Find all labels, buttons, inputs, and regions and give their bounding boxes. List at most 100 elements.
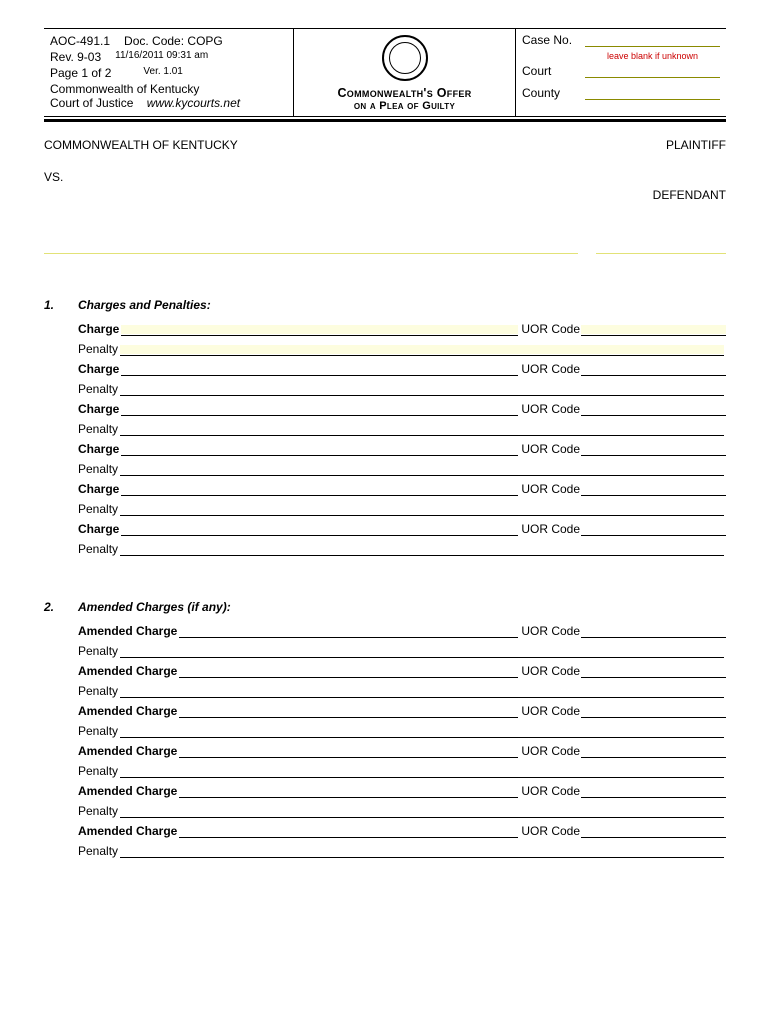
plaintiff-name: COMMONWEALTH OF KENTUCKY	[44, 138, 238, 152]
uor-code-field[interactable]	[581, 785, 726, 798]
charge-label: Charge	[78, 322, 119, 336]
charge-row: Charge UOR Code	[78, 522, 726, 536]
org-line-1: Commonwealth of Kentucky	[50, 82, 287, 96]
seal-icon	[382, 35, 428, 81]
county-label: County	[522, 86, 577, 100]
uor-code-field[interactable]	[581, 625, 726, 638]
penalty-field[interactable]	[120, 343, 724, 356]
charge-row: Charge UOR Code	[78, 362, 726, 376]
charge-field[interactable]	[179, 625, 518, 638]
case-no-field[interactable]	[585, 34, 720, 47]
penalty-label: Penalty	[78, 382, 118, 396]
doc-code: Doc. Code: COPG	[124, 33, 223, 49]
uor-code-field[interactable]	[581, 705, 726, 718]
penalty-field[interactable]	[120, 463, 724, 476]
penalty-row: Penalty	[78, 844, 726, 858]
defendant-name-lines	[44, 242, 726, 254]
charge-field[interactable]	[179, 745, 518, 758]
case-no-hint: leave blank if unknown	[585, 51, 720, 61]
penalty-field[interactable]	[120, 725, 724, 738]
charge-field[interactable]	[179, 705, 518, 718]
charge-field[interactable]	[121, 443, 518, 456]
uor-code-field[interactable]	[581, 523, 726, 536]
penalty-label: Penalty	[78, 422, 118, 436]
uor-code-field[interactable]	[581, 403, 726, 416]
charge-field[interactable]	[179, 825, 518, 838]
uor-code-label: UOR Code	[520, 522, 581, 536]
parties-block: COMMONWEALTH OF KENTUCKY PLAINTIFF VS. D…	[44, 138, 726, 202]
penalty-field[interactable]	[120, 845, 724, 858]
penalty-field[interactable]	[120, 503, 724, 516]
penalty-field[interactable]	[120, 645, 724, 658]
defendant-role: DEFENDANT	[653, 188, 726, 202]
charge-field[interactable]	[179, 785, 518, 798]
penalty-row: Penalty	[78, 422, 726, 436]
charge-field[interactable]	[121, 403, 518, 416]
section-1-number: 1.	[44, 298, 78, 312]
datetime: 11/16/2011 09:31 am	[115, 49, 208, 65]
penalty-field[interactable]	[120, 423, 724, 436]
revision: Rev. 9-03	[50, 49, 101, 65]
uor-code-field[interactable]	[581, 483, 726, 496]
penalty-label: Penalty	[78, 644, 118, 658]
penalty-row: Penalty	[78, 542, 726, 556]
charge-label: Charge	[78, 522, 119, 536]
charge-field[interactable]	[121, 363, 518, 376]
form-title-sub: on a Plea of Guilty	[337, 100, 471, 112]
county-field[interactable]	[585, 87, 720, 100]
charge-field[interactable]	[121, 323, 518, 336]
charge-label: Amended Charge	[78, 704, 177, 718]
uor-code-label: UOR Code	[520, 362, 581, 376]
header-right: Case No. leave blank if unknown Court Co…	[516, 29, 726, 116]
uor-code-field[interactable]	[581, 825, 726, 838]
uor-code-label: UOR Code	[520, 624, 581, 638]
form-number: AOC-491.1	[50, 33, 110, 49]
charge-row: Amended ChargeUOR Code	[78, 744, 726, 758]
penalty-field[interactable]	[120, 685, 724, 698]
form-header: AOC-491.1 Doc. Code: COPG Rev. 9-03 11/1…	[44, 29, 726, 117]
charge-label: Charge	[78, 362, 119, 376]
penalty-field[interactable]	[120, 805, 724, 818]
court-field[interactable]	[585, 65, 720, 78]
charge-label: Amended Charge	[78, 784, 177, 798]
uor-code-label: UOR Code	[520, 824, 581, 838]
court-label: Court	[522, 64, 577, 78]
charge-row: Amended Charge UOR Code	[78, 704, 726, 718]
uor-code-field[interactable]	[581, 665, 726, 678]
penalty-row: Penalty	[78, 462, 726, 476]
penalty-field[interactable]	[120, 383, 724, 396]
penalty-label: Penalty	[78, 502, 118, 516]
charge-row: ChargeUOR Code	[78, 442, 726, 456]
page-indicator: Page 1 of 2	[50, 65, 111, 81]
uor-code-field[interactable]	[581, 363, 726, 376]
penalty-label: Penalty	[78, 804, 118, 818]
penalty-label: Penalty	[78, 684, 118, 698]
penalty-label: Penalty	[78, 462, 118, 476]
uor-code-field[interactable]	[581, 323, 726, 336]
charge-row: Amended ChargeUOR Code	[78, 784, 726, 798]
charge-field[interactable]	[121, 483, 518, 496]
charge-row: ChargeUOR Code	[78, 402, 726, 416]
penalty-field[interactable]	[120, 543, 724, 556]
uor-code-label: UOR Code	[520, 402, 581, 416]
form-title-main: Commonwealth's Offer	[337, 86, 471, 100]
uor-code-field[interactable]	[581, 745, 726, 758]
charge-field[interactable]	[121, 523, 518, 536]
section-amended-charges: 2. Amended Charges (if any): Amended Cha…	[44, 600, 726, 858]
uor-code-label: UOR Code	[520, 704, 581, 718]
penalty-row: Penalty	[78, 804, 726, 818]
section-charges: 1. Charges and Penalties: ChargeUOR Code…	[44, 298, 726, 556]
uor-code-field[interactable]	[581, 443, 726, 456]
charge-row: Amended ChargeUOR Code	[78, 624, 726, 638]
charge-label: Amended Charge	[78, 664, 177, 678]
defendant-line-2[interactable]	[596, 242, 726, 254]
defendant-line-1[interactable]	[44, 242, 578, 254]
penalty-field[interactable]	[120, 765, 724, 778]
penalty-label: Penalty	[78, 724, 118, 738]
charge-field[interactable]	[179, 665, 518, 678]
section-2-title: Amended Charges (if any):	[78, 600, 231, 614]
charge-row: Amended ChargeUOR Code	[78, 664, 726, 678]
uor-code-label: UOR Code	[520, 744, 581, 758]
charge-label: Charge	[78, 482, 119, 496]
charge-row: Amended ChargeUOR Code	[78, 824, 726, 838]
